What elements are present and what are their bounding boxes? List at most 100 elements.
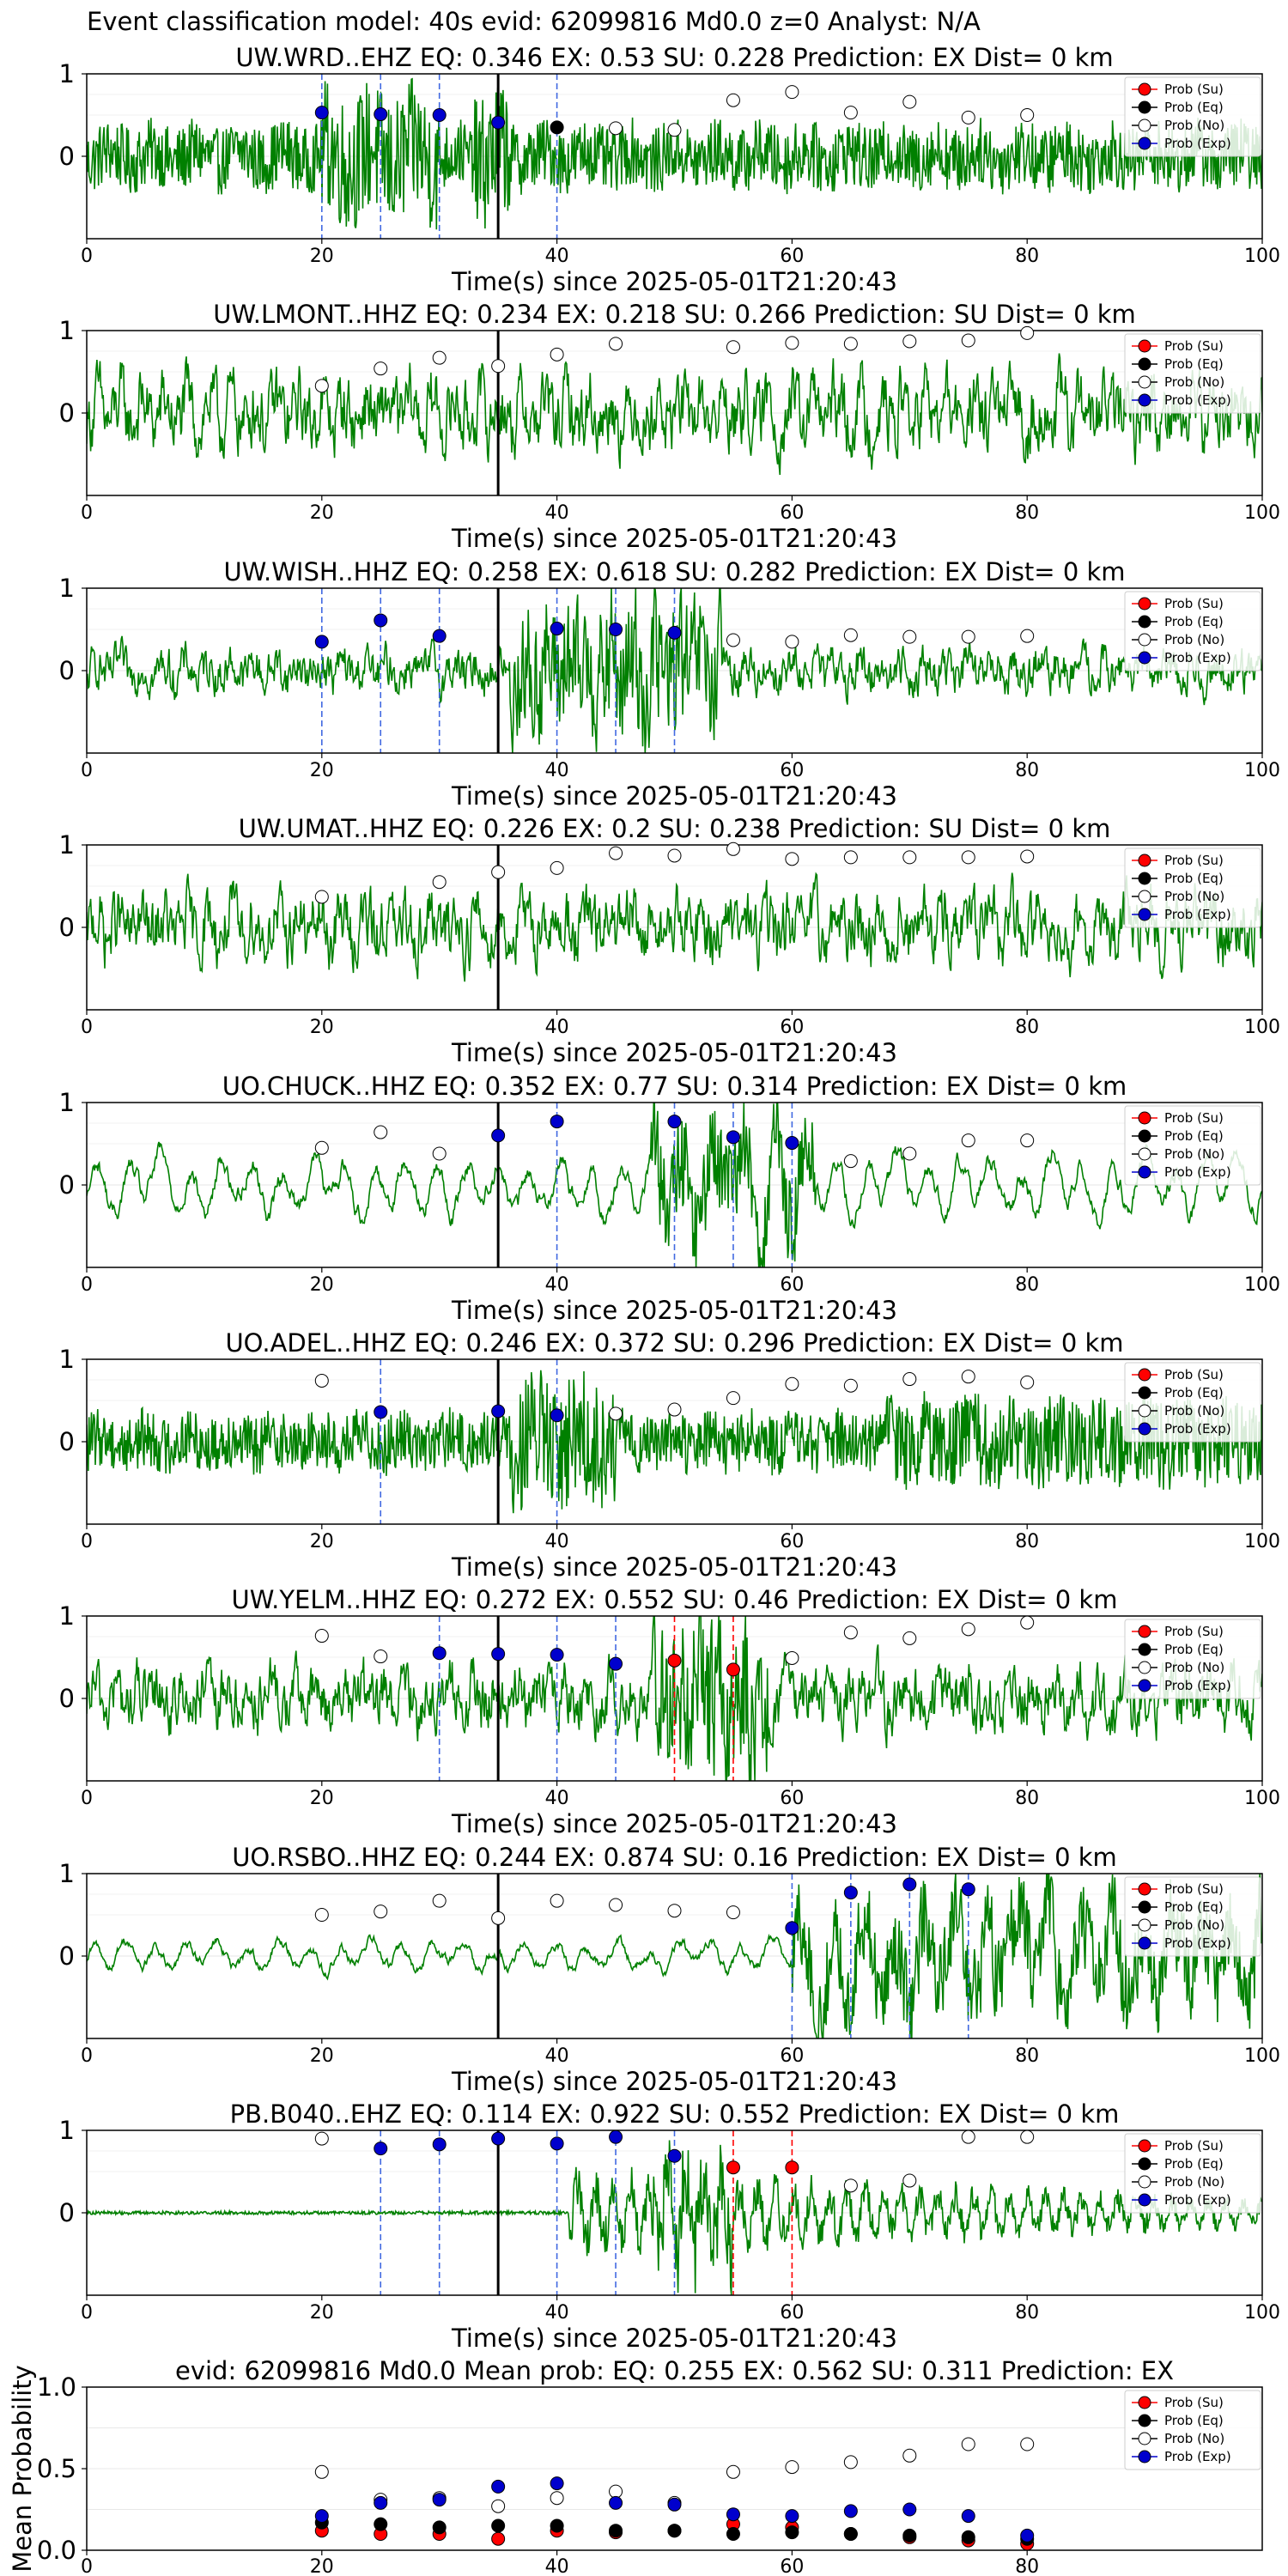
y-tick-label: 0 (59, 1427, 75, 1456)
waveform-line (87, 588, 1262, 753)
prob-point (550, 622, 564, 636)
y-tick-label: 1 (59, 2116, 75, 2145)
mean-prob-point (961, 2530, 975, 2544)
waveform-line (87, 353, 1262, 476)
prob-point (609, 623, 623, 636)
legend-box (1124, 1619, 1261, 1699)
legend-marker (1138, 1661, 1151, 1674)
prob-point (785, 336, 799, 350)
prob-point (314, 2131, 329, 2146)
prob-point (314, 1140, 329, 1155)
y-tick-label: 1.0 (37, 2372, 76, 2402)
prob-point (1020, 1133, 1035, 1148)
legend-box (1124, 1362, 1261, 1443)
prob-point (550, 1893, 564, 1908)
mean-prob-point (843, 2455, 858, 2470)
x-tick-label: 20 (310, 1274, 334, 1296)
y-axis-label: Mean Probability (8, 2365, 37, 2573)
legend-marker (1138, 1129, 1151, 1143)
waveform-line (87, 2140, 1262, 2295)
x-tick-label: 0 (81, 502, 93, 524)
prob-point (314, 1373, 329, 1388)
legend-box (1124, 1105, 1261, 1186)
legend-label: Prob (Exp) (1164, 1935, 1231, 1951)
x-axis-label: Time(s) since 2025-05-01T21:20:43 (451, 524, 897, 553)
prob-point (550, 347, 564, 361)
legend-label: Prob (Su) (1164, 596, 1224, 611)
legend-label: Prob (Su) (1164, 2138, 1224, 2154)
legend-label: Prob (Su) (1164, 338, 1224, 354)
prob-point (374, 1405, 388, 1419)
legend-marker (1138, 651, 1151, 665)
prob-point (902, 629, 917, 644)
panel-title: evid: 62099816 Md0.0 Mean prob: EQ: 0.25… (175, 2356, 1174, 2385)
prob-point (314, 1629, 329, 1643)
mean-prob-point (726, 2464, 740, 2479)
y-tick-label: 0 (59, 2198, 75, 2227)
x-tick-label: 100 (1244, 502, 1280, 524)
prob-point (902, 1146, 917, 1161)
mean-prob-point (432, 2520, 447, 2535)
prob-point (785, 852, 799, 866)
legend-marker (1138, 2450, 1151, 2464)
prob-point (902, 334, 917, 349)
y-tick-label: 0 (59, 656, 75, 685)
prob-point (432, 1146, 447, 1161)
prob-point (843, 106, 858, 120)
prob-point (843, 1154, 858, 1169)
y-tick-label: 1 (59, 830, 75, 860)
mean-prob-point (902, 2528, 917, 2543)
mean-prob-point (726, 2527, 740, 2541)
x-tick-label: 0 (81, 2302, 93, 2324)
prob-point (961, 629, 975, 644)
x-tick-label: 60 (780, 1531, 804, 1552)
prob-point (491, 1911, 506, 1925)
legend-label: Prob (Eq) (1164, 2156, 1224, 2172)
prob-point (843, 1625, 858, 1640)
x-tick-label: 0 (81, 1788, 93, 1809)
y-tick-label: 0 (59, 1941, 75, 1971)
prob-point (550, 1648, 564, 1662)
x-axis-label: Time(s) since 2025-05-01T21:20:43 (451, 1296, 897, 1325)
legend-label: Prob (No) (1164, 1917, 1224, 1933)
y-tick-label: 1 (59, 1088, 75, 1117)
prob-point (550, 120, 564, 135)
x-tick-label: 40 (545, 760, 569, 781)
prob-point (314, 1908, 329, 1922)
prob-point (491, 2131, 506, 2146)
panel-title: UW.UMAT..HHZ EQ: 0.226 EX: 0.2 SU: 0.238… (239, 814, 1111, 843)
x-axis-label: Time(s) since 2025-05-01T21:20:43 (451, 2324, 897, 2353)
legend-marker (1138, 597, 1151, 611)
mean-prob-point (550, 2491, 564, 2506)
legend-label: Prob (No) (1164, 1660, 1224, 1675)
prob-point (609, 2129, 623, 2144)
panel-title: UO.RSBO..HHZ EQ: 0.244 EX: 0.874 SU: 0.1… (232, 1843, 1117, 1872)
legend-marker (1138, 872, 1151, 885)
x-tick-label: 60 (780, 2556, 804, 2576)
prob-point (550, 860, 564, 875)
waveform-line (87, 872, 1262, 982)
legend-box (1124, 591, 1261, 671)
x-tick-label: 0 (81, 1274, 93, 1296)
y-tick-label: 0 (59, 398, 75, 428)
x-tick-label: 60 (780, 1788, 804, 1809)
prob-point (491, 115, 506, 130)
waveform-line (87, 1874, 1262, 2038)
x-tick-label: 100 (1244, 1788, 1280, 1809)
x-tick-label: 20 (310, 246, 334, 267)
mean-prob-point (785, 2509, 799, 2524)
panel-title: UW.WRD..EHZ EQ: 0.346 EX: 0.53 SU: 0.228… (235, 43, 1113, 72)
prob-point (491, 1404, 506, 1419)
legend-marker (1138, 615, 1151, 629)
prob-point (843, 850, 858, 865)
mean-prob-point (843, 2504, 858, 2518)
prob-point (609, 1406, 623, 1421)
y-tick-label: 1 (59, 1345, 75, 1374)
trace-panel: UW.UMAT..HHZ EQ: 0.226 EX: 0.2 SU: 0.238… (59, 814, 1280, 1067)
x-tick-label: 60 (780, 246, 804, 267)
prob-point (491, 865, 506, 879)
legend-label: Prob (Su) (1164, 1624, 1224, 1639)
legend-marker (1138, 1386, 1151, 1400)
legend-label: Prob (Eq) (1164, 1899, 1224, 1915)
prob-point (432, 629, 447, 643)
